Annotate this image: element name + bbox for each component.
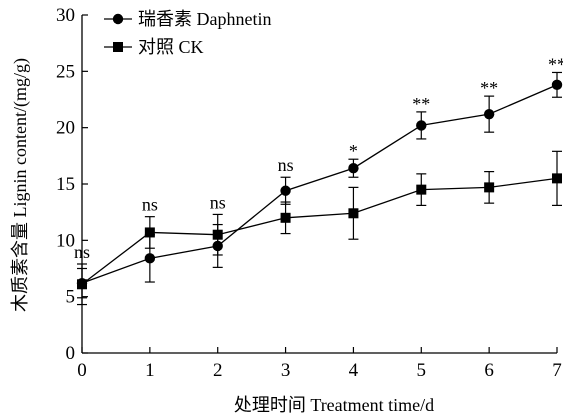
legend-item: 对照 CK xyxy=(104,37,204,57)
significance-label: ns xyxy=(210,192,226,212)
data-point xyxy=(144,227,155,238)
data-point xyxy=(416,120,427,131)
data-point xyxy=(551,79,563,91)
y-tick-label: 30 xyxy=(56,5,75,26)
significance-label: ** xyxy=(548,54,563,74)
legend-item: 瑞香素 Daphnetin xyxy=(104,9,271,29)
significance-label: ** xyxy=(480,78,498,98)
y-tick-label: 25 xyxy=(56,61,75,82)
y-tick-label: 5 xyxy=(66,287,76,308)
data-point xyxy=(77,279,87,290)
data-point xyxy=(552,173,562,184)
data-point xyxy=(484,182,495,193)
legend-label: 对照 CK xyxy=(138,37,204,57)
significance-label: ns xyxy=(142,195,158,215)
data-point xyxy=(280,212,291,223)
x-tick-label: 5 xyxy=(417,360,427,381)
y-tick-label: 10 xyxy=(56,230,75,251)
data-point xyxy=(483,108,495,120)
significance-label: ** xyxy=(412,94,430,114)
series-group xyxy=(76,71,563,306)
legend-marker xyxy=(112,13,124,25)
significance-label: ns xyxy=(278,155,294,175)
x-tick-label: 1 xyxy=(145,360,155,381)
significance-label: * xyxy=(349,141,358,161)
series-ck xyxy=(77,150,562,306)
y-tick-label: 15 xyxy=(56,174,75,195)
x-tick-label: 0 xyxy=(77,360,87,381)
x-tick-label: 2 xyxy=(213,360,223,381)
series-line xyxy=(81,177,558,285)
x-tick-label: 4 xyxy=(349,360,359,381)
x-tick-label: 7 xyxy=(552,360,562,381)
series-line xyxy=(81,84,558,284)
data-point xyxy=(348,163,359,174)
data-point xyxy=(280,185,291,196)
y-axis-title: 木质素含量 Lignin content/(mg/g) xyxy=(10,58,31,312)
x-tick-label: 6 xyxy=(484,360,494,381)
data-point xyxy=(416,184,427,195)
x-tick-label: 3 xyxy=(281,360,291,381)
legend: 瑞香素 Daphnetin 对照 CK xyxy=(104,9,271,57)
axes: 0 5 10 15 20 25 30 0 1 2 3 4 5 6 7 xyxy=(56,5,562,381)
legend-label: 瑞香素 Daphnetin xyxy=(138,9,271,29)
x-axis-title: 处理时间 Treatment time/d xyxy=(234,395,434,415)
data-point xyxy=(348,208,359,219)
data-point xyxy=(212,229,223,240)
y-tick-label: 20 xyxy=(56,118,75,139)
y-tick-label: 0 xyxy=(66,343,76,364)
data-point xyxy=(144,253,156,264)
legend-marker xyxy=(113,42,123,52)
significance-label: ns xyxy=(74,242,90,262)
